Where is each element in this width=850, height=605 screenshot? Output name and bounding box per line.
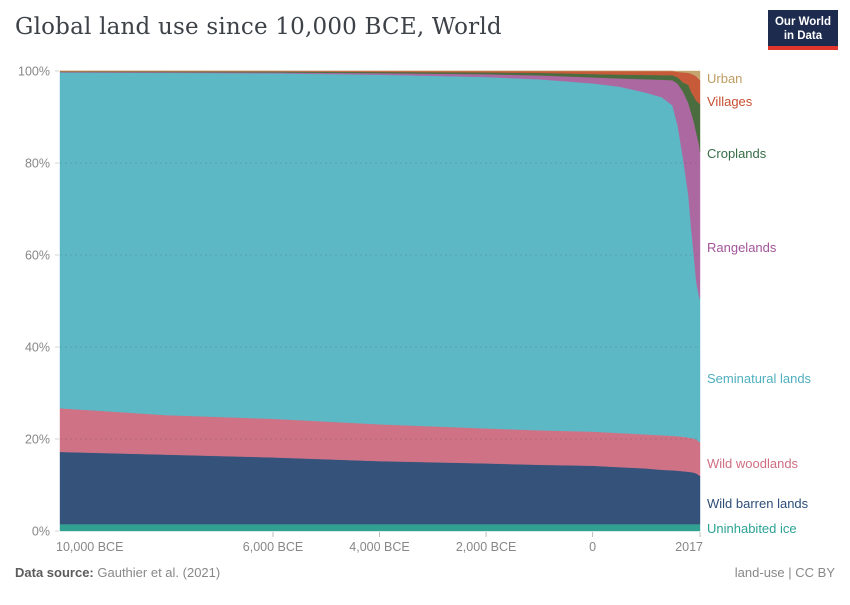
legend-label-rangelands[interactable]: Rangelands (707, 240, 777, 255)
y-tick-label-80: 80% (25, 157, 50, 171)
y-tick-label-60: 60% (25, 249, 50, 263)
page-title: Global land use since 10,000 BCE, World (15, 14, 502, 40)
legend-label-wild-woodlands[interactable]: Wild woodlands (707, 456, 799, 471)
y-tick-label-0: 0% (32, 525, 50, 539)
x-tick-label--4000: 4,000 BCE (349, 540, 409, 554)
legend-label-croplands[interactable]: Croplands (707, 146, 767, 161)
y-tick-label-100: 100% (18, 65, 50, 79)
area-seminatural-lands[interactable] (59, 72, 701, 443)
area-urban[interactable] (60, 70, 701, 81)
x-tick-label--10000: 10,000 BCE (56, 540, 123, 554)
area-uninhabited-ice[interactable] (59, 523, 701, 532)
x-tick-label-0: 0 (589, 540, 596, 554)
y-tick-label-40: 40% (25, 341, 50, 355)
owid-logo-line2: in Data (783, 30, 823, 42)
legend-label-urban[interactable]: Urban (707, 71, 742, 86)
land-use-stacked-area-chart: 0% 20% 40% 60% 80% 100% 10,000 BCE 6,000 BCE 4,0… (18, 65, 812, 555)
legend-label-wild-barren-lands[interactable]: Wild barren lands (707, 496, 809, 511)
owid-logo[interactable]: Our World in Data (767, 10, 838, 50)
data-source-label: Data source: (15, 565, 94, 580)
legend-label-villages[interactable]: Villages (707, 94, 753, 109)
legend-label-seminatural-lands[interactable]: Seminatural lands (707, 371, 812, 386)
x-tick-label--6000: 6,000 BCE (243, 540, 303, 554)
chart-area: 0% 20% 40% 60% 80% 100% 10,000 BCE 6,000 BCE 4,0… (0, 60, 850, 600)
x-tick-label-2017: 2017 (675, 540, 703, 554)
data-source-value: Gauthier et al. (2021) (97, 565, 221, 580)
x-tick-label--2000: 2,000 BCE (456, 540, 516, 554)
license-note[interactable]: land-use | CC BY (734, 565, 835, 580)
legend-label-uninhabited-ice[interactable]: Uninhabited ice (707, 521, 797, 536)
data-source: Data source: Gauthier et al. (2021) (15, 565, 220, 580)
owid-logo-line1: Our World (774, 16, 831, 28)
y-tick-label-20: 20% (25, 433, 50, 447)
chart-footer: Data source: Gauthier et al. (2021) land… (15, 565, 835, 580)
